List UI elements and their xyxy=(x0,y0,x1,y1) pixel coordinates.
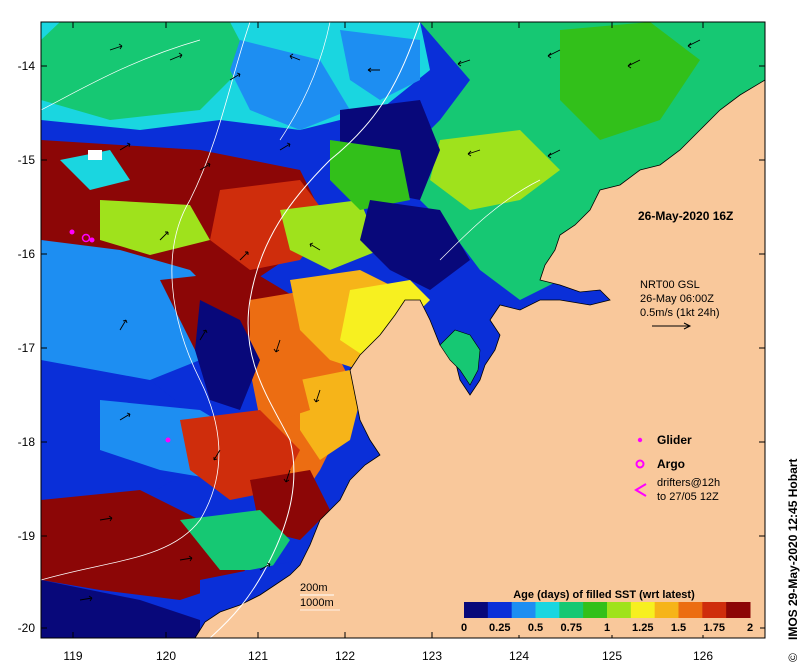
colorbar-tick-label: 0 xyxy=(461,622,467,634)
glider-legend-icon xyxy=(637,437,643,443)
lon-label: 122 xyxy=(335,649,355,663)
map-frame xyxy=(40,21,766,639)
argo-marker xyxy=(81,233,91,243)
lon-label: 120 xyxy=(156,649,176,663)
colorbar-cells xyxy=(464,602,751,618)
colorbar-cell xyxy=(607,602,632,618)
current-info-line1: NRT00 GSL xyxy=(640,279,700,291)
colorbar-title: Age (days) of filled SST (wrt latest) xyxy=(513,589,695,601)
land-mass xyxy=(194,79,765,638)
colorbar-tick-label: 1.25 xyxy=(632,622,653,634)
lon-label: 124 xyxy=(509,649,529,663)
colorbar-tick-label: 0.25 xyxy=(489,622,510,634)
lat-label: -15 xyxy=(18,153,36,167)
drifters-legend-line1: drifters@12h xyxy=(657,477,720,489)
sst-age-field xyxy=(41,22,765,638)
colorbar-cell xyxy=(487,602,513,618)
contour-1000m-label: 1000m xyxy=(300,597,334,609)
glider-marker xyxy=(165,437,171,443)
glider-marker xyxy=(69,229,75,235)
map-plot-area xyxy=(41,22,765,638)
colorbar-tick-label: 0.5 xyxy=(528,622,543,634)
lat-label: -16 xyxy=(18,247,36,261)
lat-label: -19 xyxy=(18,529,36,543)
drifters-legend-line2: to 27/05 12Z xyxy=(657,491,719,503)
colorbar-cell xyxy=(559,602,584,618)
current-info-line2: 26-May 06:00Z xyxy=(640,293,714,305)
imos-credit: IMOS 29-May-2020 12:45 Hobart xyxy=(786,459,800,640)
marker-legend: Glider Argo drifters@12h to 27/05 12Z xyxy=(634,433,720,503)
colorbar-tick-label: 1.5 xyxy=(671,622,686,634)
lon-label: 123 xyxy=(422,649,442,663)
lon-label: 121 xyxy=(248,649,268,663)
colorbar-tick-label: 2 xyxy=(747,622,753,634)
lat-label: -20 xyxy=(18,621,36,635)
scale-arrow xyxy=(652,322,692,330)
colorbar-tick-label: 1 xyxy=(604,622,610,634)
glider-marker xyxy=(89,237,95,243)
colorbar-tick-label: 0.75 xyxy=(561,622,582,634)
contour-key: 200m 1000m xyxy=(300,582,340,611)
argo-legend-label: Argo xyxy=(657,457,685,471)
current-vectors xyxy=(79,39,701,602)
lat-label: -17 xyxy=(18,341,36,355)
lon-label: 119 xyxy=(63,649,82,663)
cloud-patch xyxy=(88,150,102,160)
glider-legend-label: Glider xyxy=(657,433,692,447)
lon-label: 126 xyxy=(693,649,713,663)
colorbar-cell xyxy=(678,602,703,618)
colorbar-cell xyxy=(464,602,489,618)
colorbar-cell xyxy=(511,602,536,618)
colorbar-cell xyxy=(535,602,560,618)
colorbar-tick-label: 1.75 xyxy=(704,622,725,634)
colorbar-cell xyxy=(583,602,608,618)
lat-label: -14 xyxy=(18,59,36,73)
bathymetry-contours xyxy=(41,22,541,638)
copyright-icon: © xyxy=(786,653,800,662)
colorbar-cell xyxy=(630,602,656,618)
lon-tick-labels: 119 120 121 122 123 124 125 126 xyxy=(63,649,713,663)
timestamp-label: 26-May-2020 16Z xyxy=(638,209,733,223)
lat-label: -18 xyxy=(18,435,36,449)
drifter-legend-icon xyxy=(634,483,647,497)
lat-tick-labels: -14 -15 -16 -17 -18 -19 -20 xyxy=(18,59,36,635)
lon-label: 125 xyxy=(602,649,622,663)
inlet xyxy=(439,329,481,386)
contour-200m-label: 200m xyxy=(300,582,328,594)
colorbar-cell xyxy=(702,602,727,618)
colorbar-cell xyxy=(654,602,679,618)
argo-legend-icon xyxy=(635,459,645,469)
colorbar-ticks: 0 0.25 0.5 0.75 1 1.25 1.5 1.75 2 xyxy=(461,622,753,634)
colorbar-cell xyxy=(726,602,751,618)
current-info-line3: 0.5m/s (1kt 24h) xyxy=(640,307,719,319)
